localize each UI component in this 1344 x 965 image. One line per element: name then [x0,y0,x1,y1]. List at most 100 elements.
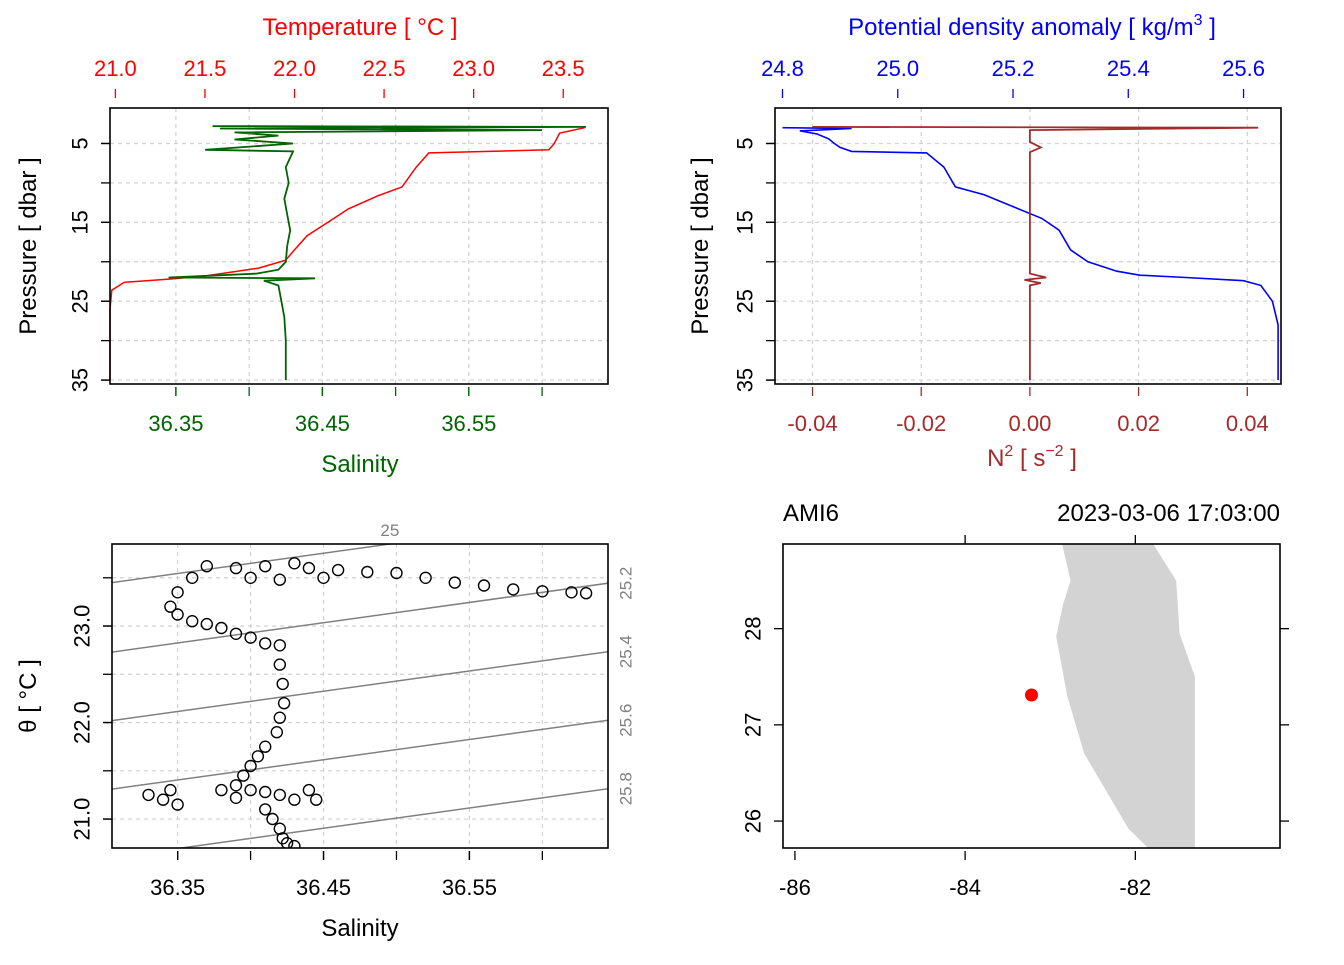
isopycnal-label: 25.6 [617,704,636,737]
salinity-tick-label: 36.45 [295,411,350,436]
ts-point [244,631,257,644]
map-frame [782,543,1281,849]
salinity-axis-title: Salinity [321,915,398,942]
theta-tick-label: 21.0 [70,798,95,841]
ts-point [229,561,243,575]
isopycnal-label: 25.2 [617,567,636,600]
n2-axis: -0.04 -0.02 0.00 0.02 0.04 [787,387,1269,436]
density-tick-label: 25.6 [1222,56,1265,81]
n2-tick-label: 0.00 [1008,411,1051,436]
ts-point [171,586,184,599]
salinity-tick-label: 36.55 [441,411,496,436]
ts-point [507,583,520,596]
isopycnal-lines [112,544,608,848]
ts-point [273,788,286,802]
salinity-axis: 36.35 36.45 36.55 [150,851,544,900]
plot-frame [774,107,1282,385]
ts-point [171,608,184,621]
ts-point [200,560,214,573]
ts-point [565,586,578,599]
ts-point [273,658,286,671]
isopycnal-label: 25 [380,521,399,540]
isopycnal-line [176,787,608,848]
temperature-axis: 21.0 21.5 22.0 22.5 23.0 23.5 [94,56,585,98]
pressure-axis-title: Pressure [ dbar ] [15,157,42,334]
pressure-tick-label: 5 [733,137,758,149]
coastline-land [1056,544,1195,848]
ts-point [448,576,461,589]
station-name: AMI6 [783,500,839,527]
ts-point [273,639,286,652]
temperature-tick-label: 23.0 [452,56,495,81]
longitude-tick-label: -86 [779,875,811,900]
density-axis: 24.8 25.0 25.2 25.4 25.6 [761,56,1265,98]
ts-point [477,579,491,592]
latitude-tick-label: 28 [741,616,766,640]
ts-point [259,560,272,573]
ts-point [229,779,243,792]
temperature-axis-title: Temperature [ °C ] [263,14,458,41]
ts-point [215,621,228,635]
ts-point [259,740,272,753]
pressure-tick-label: 35 [68,368,93,392]
temperature-salinity-profile-panel: 21.0 21.5 22.0 22.5 23.0 23.5 36.35 36.45 36.55… [15,14,609,478]
temperature-tick-label: 21.0 [94,56,137,81]
map-right-axis [1280,628,1289,822]
temperature-tick-label: 21.5 [184,56,227,81]
n2-tick-label: -0.02 [896,411,946,436]
latitude-tick-label: 27 [741,713,766,737]
profile-grid [775,108,1281,384]
theta-tick-label: 22.0 [70,701,95,744]
ts-point [390,566,403,580]
density-axis-title: Potential density anomaly [ kg/m3 ] [848,12,1216,41]
ts-point [251,750,265,763]
isopycnal-line [112,650,608,722]
salinity-line [168,125,587,381]
ts-point [229,791,243,804]
ts-point [156,793,170,806]
profile-grid [110,108,608,384]
pressure-tick-label: 35 [733,368,758,392]
ts-point [171,798,184,811]
salinity-axis-title: Salinity [321,451,398,478]
ts-point [259,637,272,650]
pressure-tick-label: 25 [733,289,758,313]
n2-axis-title: N2 [ s−2 ] [987,443,1077,472]
pressure-axis-title: Pressure [ dbar ] [687,157,714,334]
n2-tick-label: -0.04 [787,411,837,436]
ts-point [185,615,199,628]
ts-point [331,563,345,577]
ts-point [215,783,228,797]
ts-point [302,561,316,575]
ts-point [142,788,155,802]
theta-axis-title: θ [ °C ] [15,659,42,733]
density-tick-label: 24.8 [761,56,804,81]
station-timestamp: 2023-03-06 17:03:00 [1057,500,1280,527]
pressure-axis: 5 15 25 35 [68,137,110,392]
ts-point [244,783,257,797]
plot-frame [111,543,609,849]
n2-tick-label: 0.04 [1226,411,1269,436]
temperature-line [109,126,585,381]
ts-point [259,785,272,799]
temperature-tick-label: 23.5 [542,56,585,81]
ts-point [273,573,286,586]
ts-point [419,571,432,584]
isopycnal-label: 25.8 [617,772,636,805]
density-tick-label: 25.2 [992,56,1035,81]
pressure-tick-label: 25 [68,289,93,313]
ts-point [185,571,199,584]
ts-point [237,769,250,782]
salinity-tick-label: 36.55 [442,875,497,900]
density-tick-label: 25.4 [1107,56,1150,81]
salinity-tick-label: 36.35 [150,875,205,900]
ts-point [579,587,593,600]
plot-frame [109,107,609,385]
ts-point [244,759,257,773]
density-n2-profile-panel: 24.8 25.0 25.2 25.4 25.6 -0.04 -0.02 0.00 0.02 0… [687,12,1282,472]
longitude-tick-label: -82 [1119,875,1151,900]
longitude-tick-label: -84 [949,875,981,900]
ts-point [310,793,323,806]
